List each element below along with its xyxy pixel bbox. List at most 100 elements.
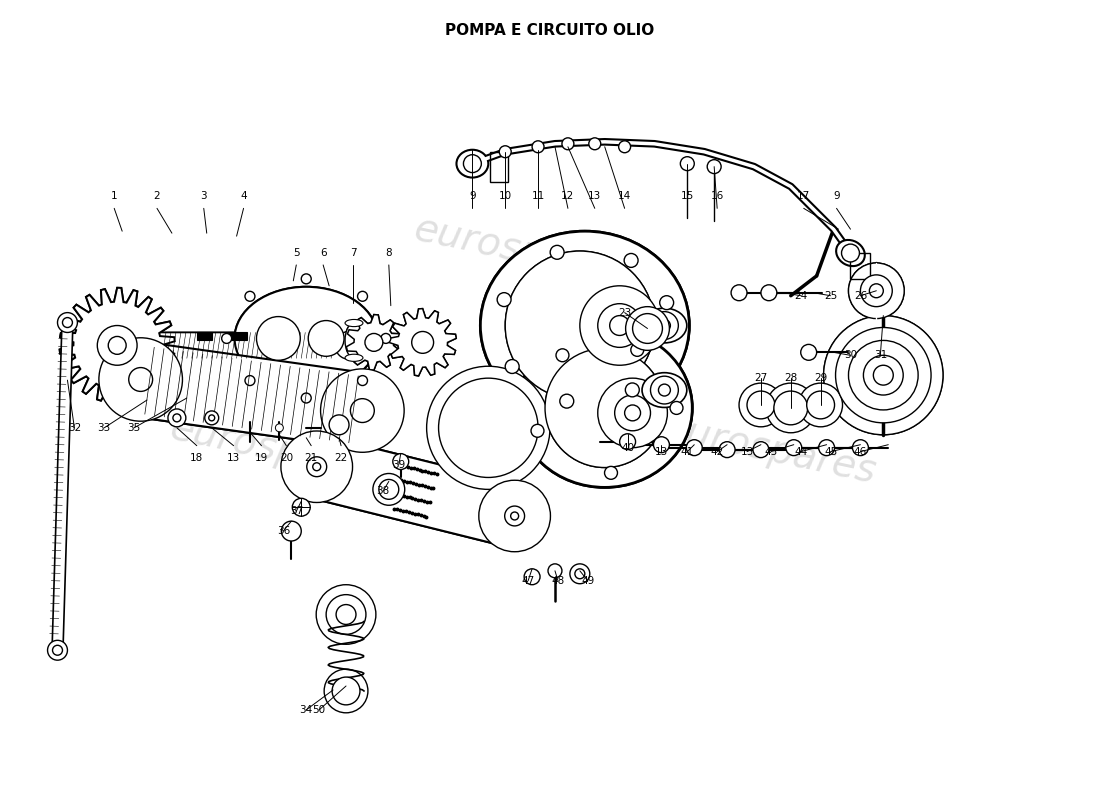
Circle shape	[205, 411, 219, 425]
Text: eurospares: eurospares	[166, 409, 386, 491]
Ellipse shape	[517, 329, 692, 487]
Text: 36: 36	[277, 526, 290, 536]
Circle shape	[588, 138, 601, 150]
Polygon shape	[157, 333, 353, 358]
Text: POMPA E CIRCUITO OLIO: POMPA E CIRCUITO OLIO	[446, 23, 654, 38]
Circle shape	[326, 594, 366, 634]
Text: 49: 49	[581, 576, 594, 586]
Circle shape	[632, 314, 662, 343]
Text: 40: 40	[621, 442, 635, 453]
Text: 1: 1	[111, 191, 118, 202]
Text: 13: 13	[227, 453, 240, 462]
Circle shape	[597, 304, 641, 347]
Circle shape	[624, 254, 638, 267]
Circle shape	[707, 160, 722, 174]
Text: 13: 13	[588, 191, 602, 202]
Circle shape	[245, 291, 255, 302]
Circle shape	[99, 338, 183, 421]
Circle shape	[618, 141, 630, 153]
Text: 22: 22	[334, 453, 348, 462]
Circle shape	[754, 442, 769, 458]
Circle shape	[53, 646, 63, 655]
Circle shape	[747, 391, 774, 419]
Circle shape	[173, 414, 180, 422]
Circle shape	[478, 480, 550, 552]
Text: 34: 34	[299, 705, 312, 715]
Text: 18: 18	[190, 453, 204, 462]
Circle shape	[129, 367, 153, 391]
Circle shape	[320, 369, 404, 452]
Text: 7: 7	[350, 248, 356, 258]
Circle shape	[316, 585, 376, 644]
Circle shape	[544, 348, 664, 467]
Circle shape	[824, 315, 943, 434]
Circle shape	[848, 341, 918, 410]
Text: 32: 32	[68, 423, 81, 433]
Circle shape	[282, 521, 301, 541]
Text: 37: 37	[289, 506, 302, 516]
Circle shape	[411, 331, 433, 354]
Polygon shape	[135, 342, 367, 448]
Circle shape	[365, 334, 383, 351]
Circle shape	[47, 640, 67, 660]
Text: eurospares: eurospares	[410, 210, 630, 292]
Text: 8: 8	[385, 248, 392, 258]
Circle shape	[739, 383, 783, 427]
Circle shape	[499, 146, 512, 158]
Text: 10: 10	[498, 191, 512, 202]
Circle shape	[351, 398, 374, 422]
Circle shape	[869, 284, 883, 298]
Text: 38: 38	[376, 486, 389, 496]
Circle shape	[381, 334, 390, 343]
Circle shape	[653, 437, 670, 453]
Circle shape	[842, 244, 859, 262]
Text: 25: 25	[824, 290, 837, 301]
Bar	[227, 333, 246, 341]
Circle shape	[531, 424, 544, 438]
Circle shape	[550, 246, 564, 259]
Text: 28: 28	[784, 373, 798, 383]
Circle shape	[505, 251, 654, 400]
Circle shape	[505, 359, 519, 374]
Circle shape	[848, 263, 904, 318]
Circle shape	[860, 275, 892, 306]
Text: 12: 12	[561, 191, 574, 202]
Circle shape	[580, 286, 659, 366]
Text: 39: 39	[392, 459, 406, 470]
Text: 50: 50	[312, 705, 326, 715]
Circle shape	[57, 313, 77, 333]
Text: 48: 48	[551, 576, 564, 586]
Circle shape	[625, 405, 640, 421]
Circle shape	[63, 318, 73, 327]
Ellipse shape	[456, 150, 488, 178]
Circle shape	[761, 285, 777, 301]
Ellipse shape	[234, 286, 378, 390]
Ellipse shape	[345, 354, 363, 362]
Circle shape	[670, 402, 683, 414]
Circle shape	[393, 454, 409, 470]
Circle shape	[548, 564, 562, 578]
Circle shape	[332, 677, 360, 705]
Circle shape	[597, 378, 668, 448]
Polygon shape	[52, 322, 73, 650]
Text: 20: 20	[279, 453, 293, 462]
Text: 6: 6	[320, 248, 327, 258]
Circle shape	[836, 327, 931, 423]
Circle shape	[532, 141, 544, 153]
Text: 45: 45	[824, 446, 837, 457]
Text: 27: 27	[755, 373, 768, 383]
Circle shape	[560, 394, 574, 408]
Circle shape	[719, 442, 735, 458]
Circle shape	[570, 564, 590, 584]
Circle shape	[378, 479, 399, 499]
Circle shape	[463, 154, 482, 173]
Text: 2: 2	[154, 191, 161, 202]
Circle shape	[312, 462, 321, 470]
Circle shape	[659, 384, 670, 396]
Circle shape	[630, 343, 644, 356]
Text: 9: 9	[833, 191, 840, 202]
Circle shape	[626, 306, 670, 350]
Circle shape	[619, 434, 636, 450]
Circle shape	[293, 498, 310, 516]
Circle shape	[818, 440, 835, 456]
